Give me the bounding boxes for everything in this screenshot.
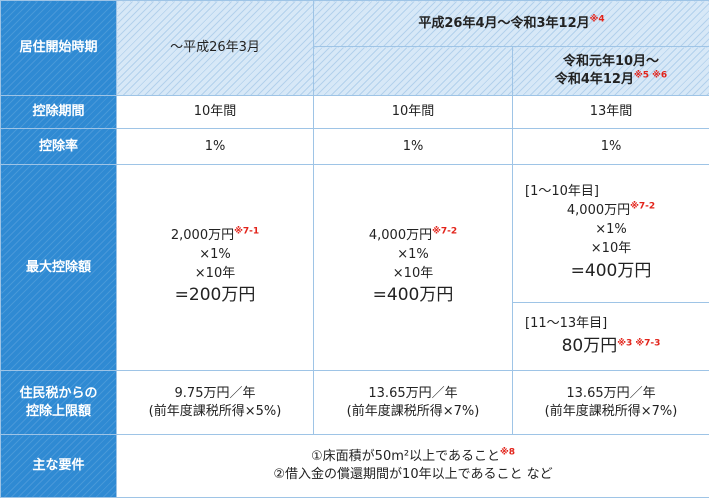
max-col2: 4,000万円※7-2 ×1% ×10年 =400万円 <box>314 165 513 371</box>
max-col3a-note: ※7-2 <box>630 202 655 212</box>
rate-col2: 1% <box>314 129 513 165</box>
max-col3a-result: =400万円 <box>513 259 709 284</box>
max-col3b-result: 80万円 <box>562 336 618 356</box>
resident-col2-basis: (前年度課税所得×7%) <box>314 403 512 421</box>
max-col3a-years: ×10年 <box>513 240 709 259</box>
resident-col2: 13.65万円／年 (前年度課税所得×7%) <box>314 371 513 435</box>
max-col2-note: ※7-2 <box>432 227 457 237</box>
rate-col1: 1% <box>117 129 314 165</box>
max-col2-result: =400万円 <box>314 283 512 308</box>
resident-label-line2: 控除上限額 <box>1 403 116 421</box>
resident-col1: 9.75万円／年 (前年度課税所得×5%) <box>117 371 314 435</box>
resident-col2-amount: 13.65万円／年 <box>314 385 512 403</box>
max-col3b-note: ※3 ※7-3 <box>617 338 660 348</box>
period-col2: 10年間 <box>314 96 513 129</box>
resident-col1-amount: 9.75万円／年 <box>117 385 313 403</box>
rate-col3: 1% <box>513 129 709 165</box>
max-col3a-amount: 4,000万円 <box>567 203 630 218</box>
header-col3-line1: 令和元年10月〜 <box>513 53 709 71</box>
max-col3b-range: [11〜13年目] <box>513 315 709 334</box>
row-period-label: 控除期間 <box>1 96 117 129</box>
period-col3: 13年間 <box>513 96 709 129</box>
row-resident-label: 住民税からの 控除上限額 <box>1 371 117 435</box>
period-col1: 10年間 <box>117 96 314 129</box>
max-col1-years: ×10年 <box>117 265 313 284</box>
max-col2-rate: ×1% <box>314 246 512 265</box>
max-col3-years11-13: [11〜13年目] 80万円※3 ※7-3 <box>513 303 709 371</box>
max-col1-rate: ×1% <box>117 246 313 265</box>
max-col1-note: ※7-1 <box>234 227 259 237</box>
resident-col3: 13.65万円／年 (前年度課税所得×7%) <box>513 371 709 435</box>
header-start-label: 居住開始時期 <box>1 1 117 96</box>
resident-col1-basis: (前年度課税所得×5%) <box>117 403 313 421</box>
max-col1-result: =200万円 <box>117 283 313 308</box>
max-col2-amount: 4,000万円 <box>369 228 432 243</box>
resident-col3-amount: 13.65万円／年 <box>513 385 709 403</box>
max-col3-years1-10: [1〜10年目] 4,000万円※7-2 ×1% ×10年 =400万円 <box>513 165 709 303</box>
resident-col3-basis: (前年度課税所得×7%) <box>513 403 709 421</box>
header-col1: 〜平成26年3月 <box>117 1 314 96</box>
row-max-label: 最大控除額 <box>1 165 117 371</box>
header-col3: 令和元年10月〜 令和4年12月※5 ※6 <box>513 47 709 96</box>
requirements-content: ①床面積が50m²以上であること※8 ②借入金の償還期間が10年以上であること … <box>117 435 709 498</box>
header-col23-note: ※4 <box>590 14 605 24</box>
requirement-1: ①床面積が50m²以上であること <box>311 449 500 464</box>
header-col3-line2: 令和4年12月 <box>555 72 634 87</box>
header-col2-spacer <box>314 47 513 96</box>
max-col3a-rate: ×1% <box>513 221 709 240</box>
requirement-1-note: ※8 <box>500 448 515 458</box>
max-col1-amount: 2,000万円 <box>171 228 234 243</box>
row-rate-label: 控除率 <box>1 129 117 165</box>
max-col1: 2,000万円※7-1 ×1% ×10年 =200万円 <box>117 165 314 371</box>
row-requirements-label: 主な要件 <box>1 435 117 498</box>
header-col3-note: ※5 ※6 <box>634 71 667 81</box>
max-col2-years: ×10年 <box>314 265 512 284</box>
max-col3a-range: [1〜10年目] <box>513 183 709 202</box>
header-col23: 平成26年4月〜令和3年12月※4 <box>314 1 709 47</box>
resident-label-line1: 住民税からの <box>1 385 116 403</box>
header-col23-text: 平成26年4月〜令和3年12月 <box>418 16 589 31</box>
requirement-2: ②借入金の償還期間が10年以上であること など <box>117 466 709 484</box>
